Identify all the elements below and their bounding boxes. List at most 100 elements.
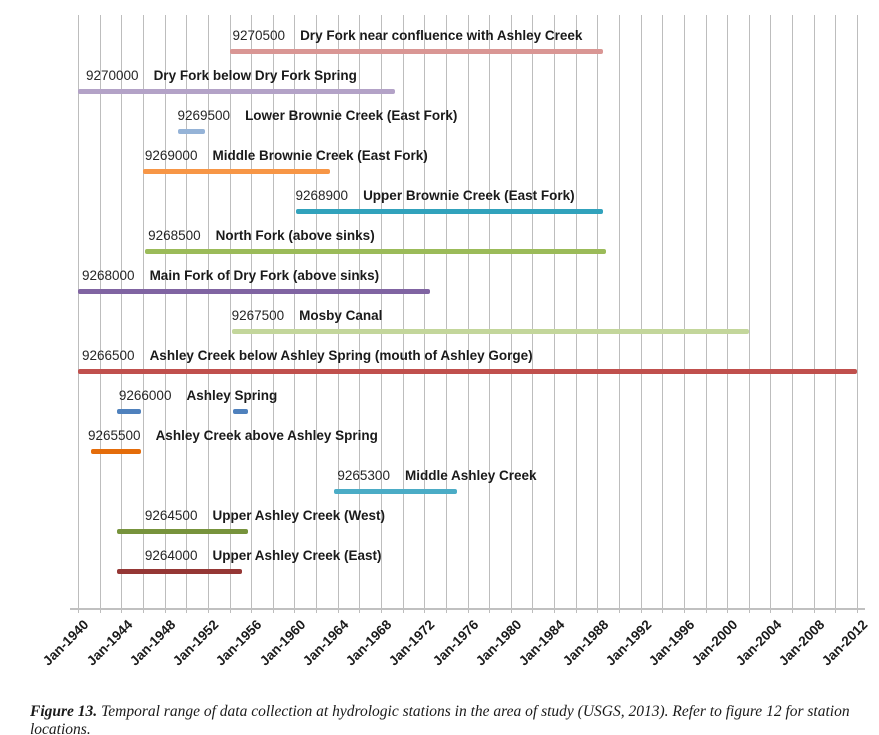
station-label: 9270000 Dry Fork below Dry Fork Spring (86, 66, 357, 86)
station-bar (116, 569, 243, 574)
station-id: 9268000 (82, 268, 135, 283)
gridline (640, 15, 642, 613)
gridline (662, 15, 664, 613)
x-tick-label: Jan-1968 (343, 617, 395, 669)
station-label: 9266000 Ashley Spring (119, 386, 277, 406)
x-tick-label: Jan-1988 (559, 617, 611, 669)
gridline (489, 15, 491, 613)
station-label: 9268900 Upper Brownie Creek (East Fork) (296, 186, 575, 206)
station-name: North Fork (above sinks) (215, 228, 375, 243)
station-name: Upper Brownie Creek (East Fork) (363, 188, 575, 203)
station-bar (116, 409, 141, 414)
station-id: 9267500 (231, 308, 285, 323)
station-id: 9265300 (337, 468, 390, 483)
station-bar (116, 529, 248, 534)
station-name: Middle Brownie Creek (East Fork) (212, 148, 428, 163)
gridline (424, 15, 426, 613)
station-bar (142, 169, 331, 174)
x-tick-label: Jan-1944 (83, 617, 135, 669)
station-label: 9268500 North Fork (above sinks) (148, 226, 375, 246)
gridline (532, 15, 534, 613)
timeline-chart: Jan-1940 Jan-1944 Jan-1948 Jan-1952 Jan-1956… (40, 15, 871, 669)
station-id: 9268500 (148, 228, 201, 243)
station-bar (232, 409, 248, 414)
station-id: 9264000 (144, 548, 198, 563)
x-tick-label: Jan-1984 (516, 617, 568, 669)
caption-label: Figure 13. (30, 703, 98, 720)
gridline (78, 15, 79, 613)
station-bar (177, 129, 205, 134)
gridline (554, 15, 556, 613)
gridline (705, 15, 707, 613)
gridline (142, 15, 144, 613)
gridline (207, 15, 209, 613)
station-name: Ashley Spring (186, 388, 278, 403)
station-label: 9264000 Upper Ashley Creek (East) (145, 546, 382, 566)
x-tick-label: Jan-2004 (732, 617, 784, 669)
x-tick-label: Jan-1956 (213, 617, 265, 669)
x-tick-label: Jan-2008 (775, 617, 828, 669)
station-id: 9270500 (232, 28, 286, 43)
x-tick-label: Jan-1940 (40, 617, 92, 669)
gridline (727, 15, 729, 613)
station-label: 9269500 Lower Brownie Creek (East Fork) (178, 106, 458, 126)
station-name: Upper Ashley Creek (West) (212, 508, 386, 523)
gridline (316, 15, 317, 613)
gridline (857, 15, 858, 613)
gridline (186, 15, 188, 613)
station-name: Middle Ashley Creek (404, 468, 537, 483)
station-label: 9264500 Upper Ashley Creek (West) (145, 506, 385, 526)
gridline (337, 15, 339, 613)
figure-caption: Figure 13. Temporal range of data collec… (30, 703, 875, 735)
station-name: Upper Ashley Creek (East) (212, 548, 382, 563)
station-id: 9266500 (82, 348, 135, 363)
station-id: 9268900 (295, 188, 349, 203)
gridline (359, 15, 361, 613)
station-name: Ashley Creek above Ashley Spring (155, 428, 378, 443)
station-id: 9264500 (144, 508, 198, 523)
station-label: 9265500 Ashley Creek above Ashley Spring (88, 426, 378, 446)
x-tick-label: Jan-2012 (819, 617, 871, 669)
station-bar (78, 289, 430, 294)
station-name: Ashley Creek below Ashley Spring (mouth … (149, 348, 533, 363)
station-id: 9265500 (88, 428, 141, 443)
station-name: Dry Fork near confluence with Ashley Cre… (300, 28, 583, 43)
gridline (251, 15, 253, 613)
x-tick-label: Jan-1992 (602, 617, 655, 669)
station-label: 9270500 Dry Fork near confluence with Ash… (233, 26, 583, 46)
gridline (402, 15, 404, 613)
station-bar (78, 369, 857, 374)
gridline (121, 15, 123, 613)
x-tick-label: Jan-1996 (646, 617, 698, 669)
x-tick-label: Jan-2000 (689, 617, 741, 669)
x-tick-label: Jan-1948 (126, 617, 179, 669)
station-bar (295, 209, 603, 214)
gridline (164, 15, 166, 613)
gridline (748, 15, 750, 613)
gridline (597, 15, 599, 613)
gridline (835, 15, 837, 613)
station-id: 9269000 (144, 148, 198, 163)
station-name: Lower Brownie Creek (East Fork) (245, 108, 458, 123)
gridline (229, 15, 231, 613)
x-tick-label: Jan-1964 (299, 617, 352, 669)
gridline (619, 15, 620, 613)
x-tick-label: Jan-1980 (472, 617, 525, 669)
gridline (683, 15, 685, 613)
station-label: 9265300 Middle Ashley Creek (337, 466, 536, 486)
station-name: Dry Fork below Dry Fork Spring (153, 68, 357, 83)
gridline (575, 15, 577, 613)
gridline (445, 15, 447, 613)
station-name: Mosby Canal (299, 308, 383, 323)
gridline (813, 15, 815, 613)
gridline (510, 15, 512, 613)
x-tick-label: Jan-1952 (169, 617, 222, 669)
x-tick-label: Jan-1960 (256, 617, 308, 669)
station-label: 9269000 Middle Brownie Creek (East Fork) (145, 146, 428, 166)
gridline (294, 15, 296, 613)
gridline (770, 15, 772, 613)
station-label: 9267500 Mosby Canal (232, 306, 383, 326)
station-name: Main Fork of Dry Fork (above sinks) (149, 268, 380, 283)
gridline (99, 15, 101, 613)
